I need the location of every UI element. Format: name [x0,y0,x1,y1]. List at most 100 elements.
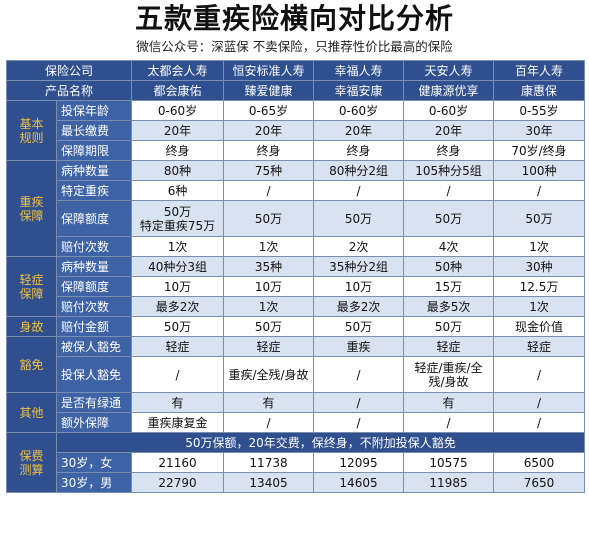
value-cell: 现金价值 [493,316,586,337]
table-row: 30岁，女 21160 11738 12095 10575 6500 [7,452,586,473]
category-label: 其他 [6,392,57,433]
product-header-label: 产品名称 [5,80,133,101]
item-label: 被保人豁免 [55,336,133,357]
value-cell: / [403,180,495,201]
value-cell: 50万 [493,200,586,237]
value-cell: 80种分2组 [313,160,405,181]
item-label: 保障期限 [55,140,133,161]
value-cell: 12.5万 [493,276,586,297]
value-cell: / [313,412,405,433]
value-cell: 40种分3组 [131,256,225,277]
item-label: 病种数量 [55,160,133,181]
value-cell: 70岁/终身 [493,140,586,161]
value-cell: 80种 [131,160,225,181]
value-cell: / [131,356,225,393]
value-cell: 1次 [223,236,315,257]
value-cell: 0-55岁 [493,100,586,121]
value-cell: 有 [131,392,225,413]
category-label: 身故 [6,316,57,337]
value-cell: / [403,412,495,433]
value-cell: 30种 [493,256,586,277]
value-cell: 有 [223,392,315,413]
value-cell: / [493,180,586,201]
value-cell: 轻症/重疾/全 残/身故 [403,356,495,393]
comparison-table: 保险公司 太都会人寿 恒安标准人寿 幸福人寿 天安人寿 百年人寿 产品名称 都会康佑 臻爱健康幸… [5,60,586,493]
item-label: 病种数量 [55,256,133,277]
value-cell: 1次 [493,296,586,317]
category-label: 基本 规则 [6,100,57,161]
value-cell: 11738 [223,452,315,473]
value-cell: 0-60岁 [403,100,495,121]
value-cell: 重疾康复金 [131,412,225,433]
value-cell: 终身 [313,140,405,161]
value-cell: 轻症 [131,336,225,357]
table-row: 额外保障 重疾康复金 / / / / [7,412,586,433]
value-cell: 100种 [493,160,586,181]
value-cell: 终身 [403,140,495,161]
category-label: 豁免 [6,336,57,393]
company-name: 恒安标准人寿 [223,60,315,81]
table-row: 保障额度 50万 特定重疾75万 50万 50万 50万 50万 [7,200,586,237]
item-label: 赔付金额 [55,316,133,337]
value-cell: 轻症 [403,336,495,357]
value-cell: 50万 [131,316,225,337]
value-cell: 轻症 [493,336,586,357]
product-name: 都会康佑 [131,80,225,101]
item-label: 保障额度 [55,200,133,237]
value-cell: 10575 [403,452,495,473]
item-label: 30岁，女 [55,452,133,473]
value-cell: 50种 [403,256,495,277]
value-cell: / [223,412,315,433]
item-label: 投保人豁免 [55,356,133,393]
item-label: 特定重疾 [55,180,133,201]
page-subtitle: 微信公众号：深蓝保 不卖保险，只推荐性价比最高的保险 [136,39,453,54]
value-cell: / [313,356,405,393]
value-cell: 20年 [131,120,225,141]
value-cell: 21160 [131,452,225,473]
value-cell: 1次 [223,296,315,317]
value-cell: / [493,412,586,433]
item-label: 是否有绿通 [55,392,133,413]
table-row: 轻症 保障 病种数量 40种分3组 35种 35种分2组 50种 30种 [6,256,586,317]
value-cell: 10万 [131,276,225,297]
premium-note: 50万保额，20年交费，保终身，不附加投保人豁免 [55,432,586,453]
table-row: 最长缴费 20年 20年 20年 20年 30年 [7,120,586,141]
table-row: 赔付次数 最多2次 1次 最多2次 最多5次 1次 [7,296,586,317]
value-cell: 13405 [223,472,315,493]
value-cell: 重疾 [313,336,405,357]
table-row: 保障期限 终身 终身 终身 终身 70岁/终身 [7,140,586,161]
value-cell: 10万 [223,276,315,297]
value-cell: 50万 [313,316,405,337]
company-header-label: 保险公司 [5,60,133,81]
product-name: 幸福安康 [313,80,405,101]
category-label: 轻症 保障 [6,256,57,317]
value-cell: 20年 [223,120,315,141]
value-cell: 75种 [223,160,315,181]
value-cell: 20年 [403,120,495,141]
value-cell: 15万 [403,276,495,297]
value-cell: 最多2次 [131,296,225,317]
table-row: 其他 是否有绿通有有 / 有 / [6,392,586,433]
table-row: 特定重疾 6种 / / / / [7,180,586,201]
company-name: 幸福人寿 [313,60,405,81]
product-name: 康惠保 [493,80,586,101]
value-cell: 11985 [403,472,495,493]
value-cell: 50万 [313,200,405,237]
value-cell: 20年 [313,120,405,141]
value-cell: 50万 [223,316,315,337]
value-cell: 最多2次 [313,296,405,317]
item-label: 最长缴费 [55,120,133,141]
product-name: 臻爱健康 [223,80,315,101]
item-label: 30岁，男 [55,472,133,493]
value-cell: 0-65岁 [223,100,315,121]
value-cell: 6种 [131,180,225,201]
value-cell: / [313,392,405,413]
value-cell: 30年 [493,120,586,141]
value-cell: 12095 [313,452,405,473]
value-cell: / [493,356,586,393]
company-name: 太都会人寿 [131,60,225,81]
table-row: 保障额度 10万 10万 10万 15万 12.5万 [7,276,586,297]
value-cell: 2次 [313,236,405,257]
table-row: 30岁，男 22790 13405 14605 11985 7650 [7,472,586,493]
value-cell: 50万 特定重疾75万 [131,200,225,237]
